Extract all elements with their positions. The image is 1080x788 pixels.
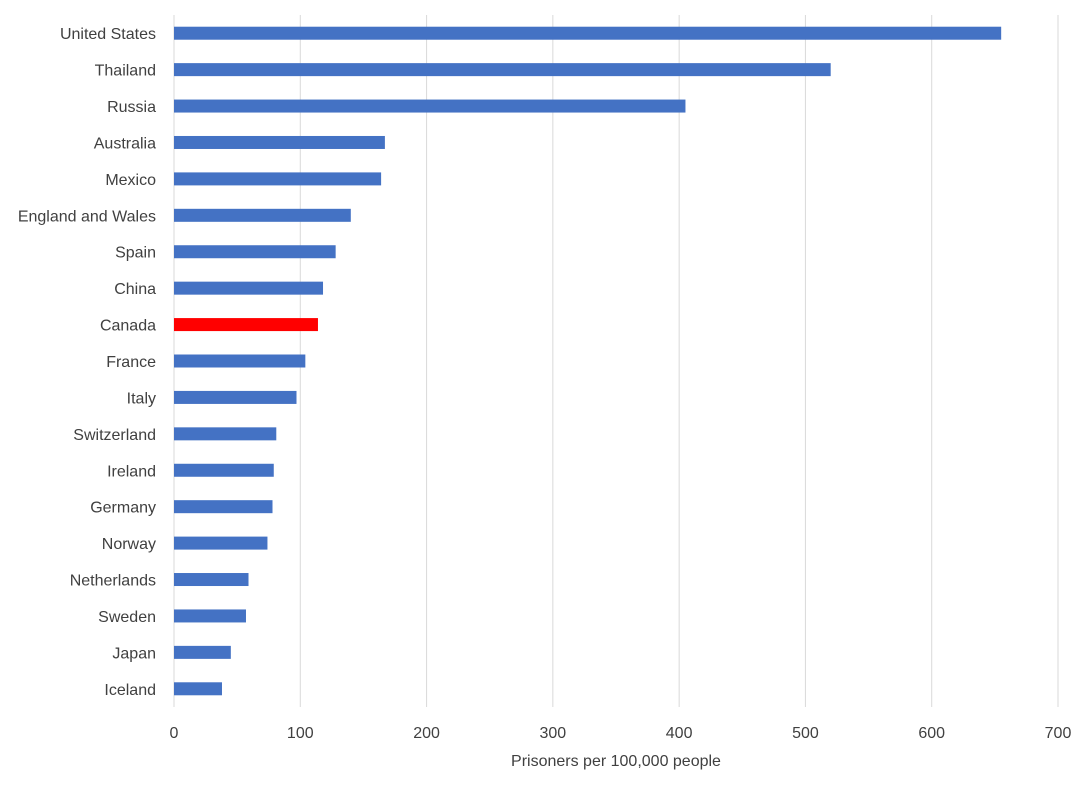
bar-france [174, 354, 306, 368]
bar-norway [174, 536, 268, 550]
bar-ireland [174, 463, 274, 477]
category-label-ireland: Ireland [107, 463, 156, 480]
bar-thailand [174, 63, 831, 77]
bar-sweden [174, 609, 246, 623]
category-label-norway: Norway [102, 536, 156, 553]
x-tick-label-200: 200 [413, 725, 440, 742]
category-label-thailand: Thailand [95, 63, 156, 80]
category-label-japan: Japan [112, 645, 156, 662]
category-label-iceland: Iceland [104, 682, 156, 699]
category-label-australia: Australia [94, 135, 156, 152]
bar-iceland [174, 682, 222, 696]
x-axis-title: Prisoners per 100,000 people [511, 753, 721, 770]
bars [174, 26, 1002, 696]
category-label-switzerland: Switzerland [73, 427, 156, 444]
bar-united-states [174, 26, 1002, 40]
bar-australia [174, 135, 385, 149]
category-label-italy: Italy [127, 390, 156, 407]
category-label-united-states: United States [60, 26, 156, 43]
gridlines [173, 15, 1059, 707]
x-tick-labels: 0 100 200 300 400 500 600 700 [170, 725, 1072, 742]
category-label-canada: Canada [100, 318, 156, 335]
bar-japan [174, 645, 231, 659]
x-tick-label-500: 500 [792, 725, 819, 742]
category-labels: United States Thailand Russia Australia Mexi… [18, 26, 156, 699]
category-label-france: France [106, 354, 156, 371]
x-tick-label-600: 600 [918, 725, 945, 742]
x-tick-label-100: 100 [287, 725, 314, 742]
category-label-spain: Spain [115, 245, 156, 262]
bar-china [174, 281, 324, 295]
bar-mexico [174, 172, 382, 186]
bar-england-and-wales [174, 208, 351, 222]
x-tick-label-300: 300 [540, 725, 567, 742]
category-label-germany: Germany [90, 500, 156, 517]
category-label-china: China [114, 281, 156, 298]
bar-italy [174, 390, 297, 404]
category-label-netherlands: Netherlands [70, 573, 156, 590]
x-tick-label-400: 400 [666, 725, 693, 742]
x-tick-label-700: 700 [1045, 725, 1072, 742]
category-label-england-and-wales: England and Wales [18, 208, 156, 225]
category-label-mexico: Mexico [105, 172, 156, 189]
bar-germany [174, 500, 273, 514]
x-tick-label-0: 0 [170, 725, 179, 742]
category-label-sweden: Sweden [98, 609, 156, 626]
bar-switzerland [174, 427, 277, 441]
category-label-russia: Russia [107, 99, 156, 116]
bar-canada [174, 318, 318, 332]
bar-spain [174, 245, 336, 259]
bar-russia [174, 99, 686, 113]
bar-netherlands [174, 573, 249, 587]
